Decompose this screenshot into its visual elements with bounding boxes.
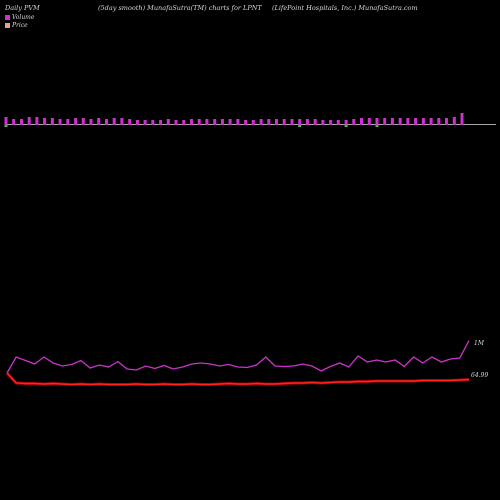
volume-bar — [445, 118, 448, 125]
volume-bar — [236, 119, 240, 125]
volume-bar — [35, 117, 39, 125]
volume-bar — [166, 119, 170, 125]
volume-bar — [81, 118, 85, 125]
price-series-line — [6, 372, 470, 386]
price-value-label: 64.99 — [471, 372, 488, 379]
volume-bar — [305, 119, 309, 125]
volume-bar — [329, 120, 333, 125]
volume-bar — [228, 119, 232, 125]
volume-series-line — [6, 340, 470, 374]
volume-bar — [383, 118, 387, 125]
volume-bar — [12, 119, 16, 125]
volume-bar — [251, 120, 255, 125]
volume-bar — [298, 119, 302, 125]
volume-bar-down — [298, 125, 302, 127]
volume-bar-down — [4, 125, 8, 127]
volume-bar — [437, 118, 441, 125]
volume-bar — [20, 119, 23, 125]
volume-bar — [429, 118, 433, 125]
volume-bar-down — [344, 125, 348, 127]
volume-bar — [120, 118, 124, 125]
volume-bar — [174, 120, 178, 125]
volume-bar — [159, 120, 163, 125]
price-swatch — [5, 23, 10, 28]
volume-bar — [406, 118, 410, 125]
volume-bar — [267, 119, 271, 125]
volume-bar — [97, 118, 101, 125]
price-series-shadow — [5, 371, 470, 387]
volume-bar — [151, 120, 155, 125]
chart-header-middle: (5day smooth) MunafaSutra(TM) charts for… — [98, 4, 262, 12]
volume-bar — [66, 119, 70, 125]
volume-swatch — [5, 15, 10, 20]
volume-bar — [398, 118, 402, 125]
volume-bar — [460, 113, 464, 125]
volume-bar — [182, 120, 186, 125]
volume-bar — [128, 119, 132, 125]
volume-bar — [58, 119, 62, 125]
volume-bar — [135, 120, 139, 125]
volume-bar — [197, 119, 201, 125]
volume-bar — [275, 119, 278, 125]
volume-bar — [375, 118, 379, 125]
volume-bar — [313, 119, 317, 125]
volume-bar — [352, 119, 356, 125]
volume-bar — [213, 119, 217, 125]
volume-bar — [344, 120, 348, 125]
chart-header-right: (LifePoint Hospitals, Inc.) MunafaSutra.… — [272, 4, 418, 12]
volume-bar — [414, 118, 418, 125]
volume-bar — [27, 117, 31, 125]
volume-bar — [259, 119, 263, 125]
volume-bar — [220, 119, 224, 125]
volume-bar — [390, 118, 394, 125]
volume-bar — [112, 118, 116, 125]
volume-bar — [89, 119, 93, 125]
volume-bar — [105, 119, 108, 125]
volume-bar — [367, 118, 371, 125]
volume-bar — [360, 118, 363, 125]
volume-bar — [4, 117, 8, 125]
volume-bar — [43, 118, 47, 125]
legend-volume: Volume — [5, 14, 34, 21]
volume-bar — [321, 120, 325, 125]
chart-header-left: Daily PVM — [5, 4, 40, 12]
legend-volume-label: Volume — [12, 14, 35, 21]
volume-bar — [143, 120, 147, 125]
volume-bar — [244, 120, 248, 125]
volume-bar — [74, 118, 78, 125]
legend-price: Price — [5, 22, 28, 29]
volume-bar — [452, 117, 456, 125]
volume-bar — [50, 118, 54, 125]
volume-bar — [205, 119, 209, 125]
volume-bar — [421, 118, 425, 125]
volume-bar — [282, 119, 286, 125]
volume-bar — [290, 119, 294, 125]
volume-bar — [190, 119, 193, 125]
legend-price-label: Price — [12, 22, 28, 29]
volume-value-label: 1M — [474, 340, 485, 347]
volume-bar — [336, 120, 340, 125]
volume-bar-down — [375, 125, 379, 127]
